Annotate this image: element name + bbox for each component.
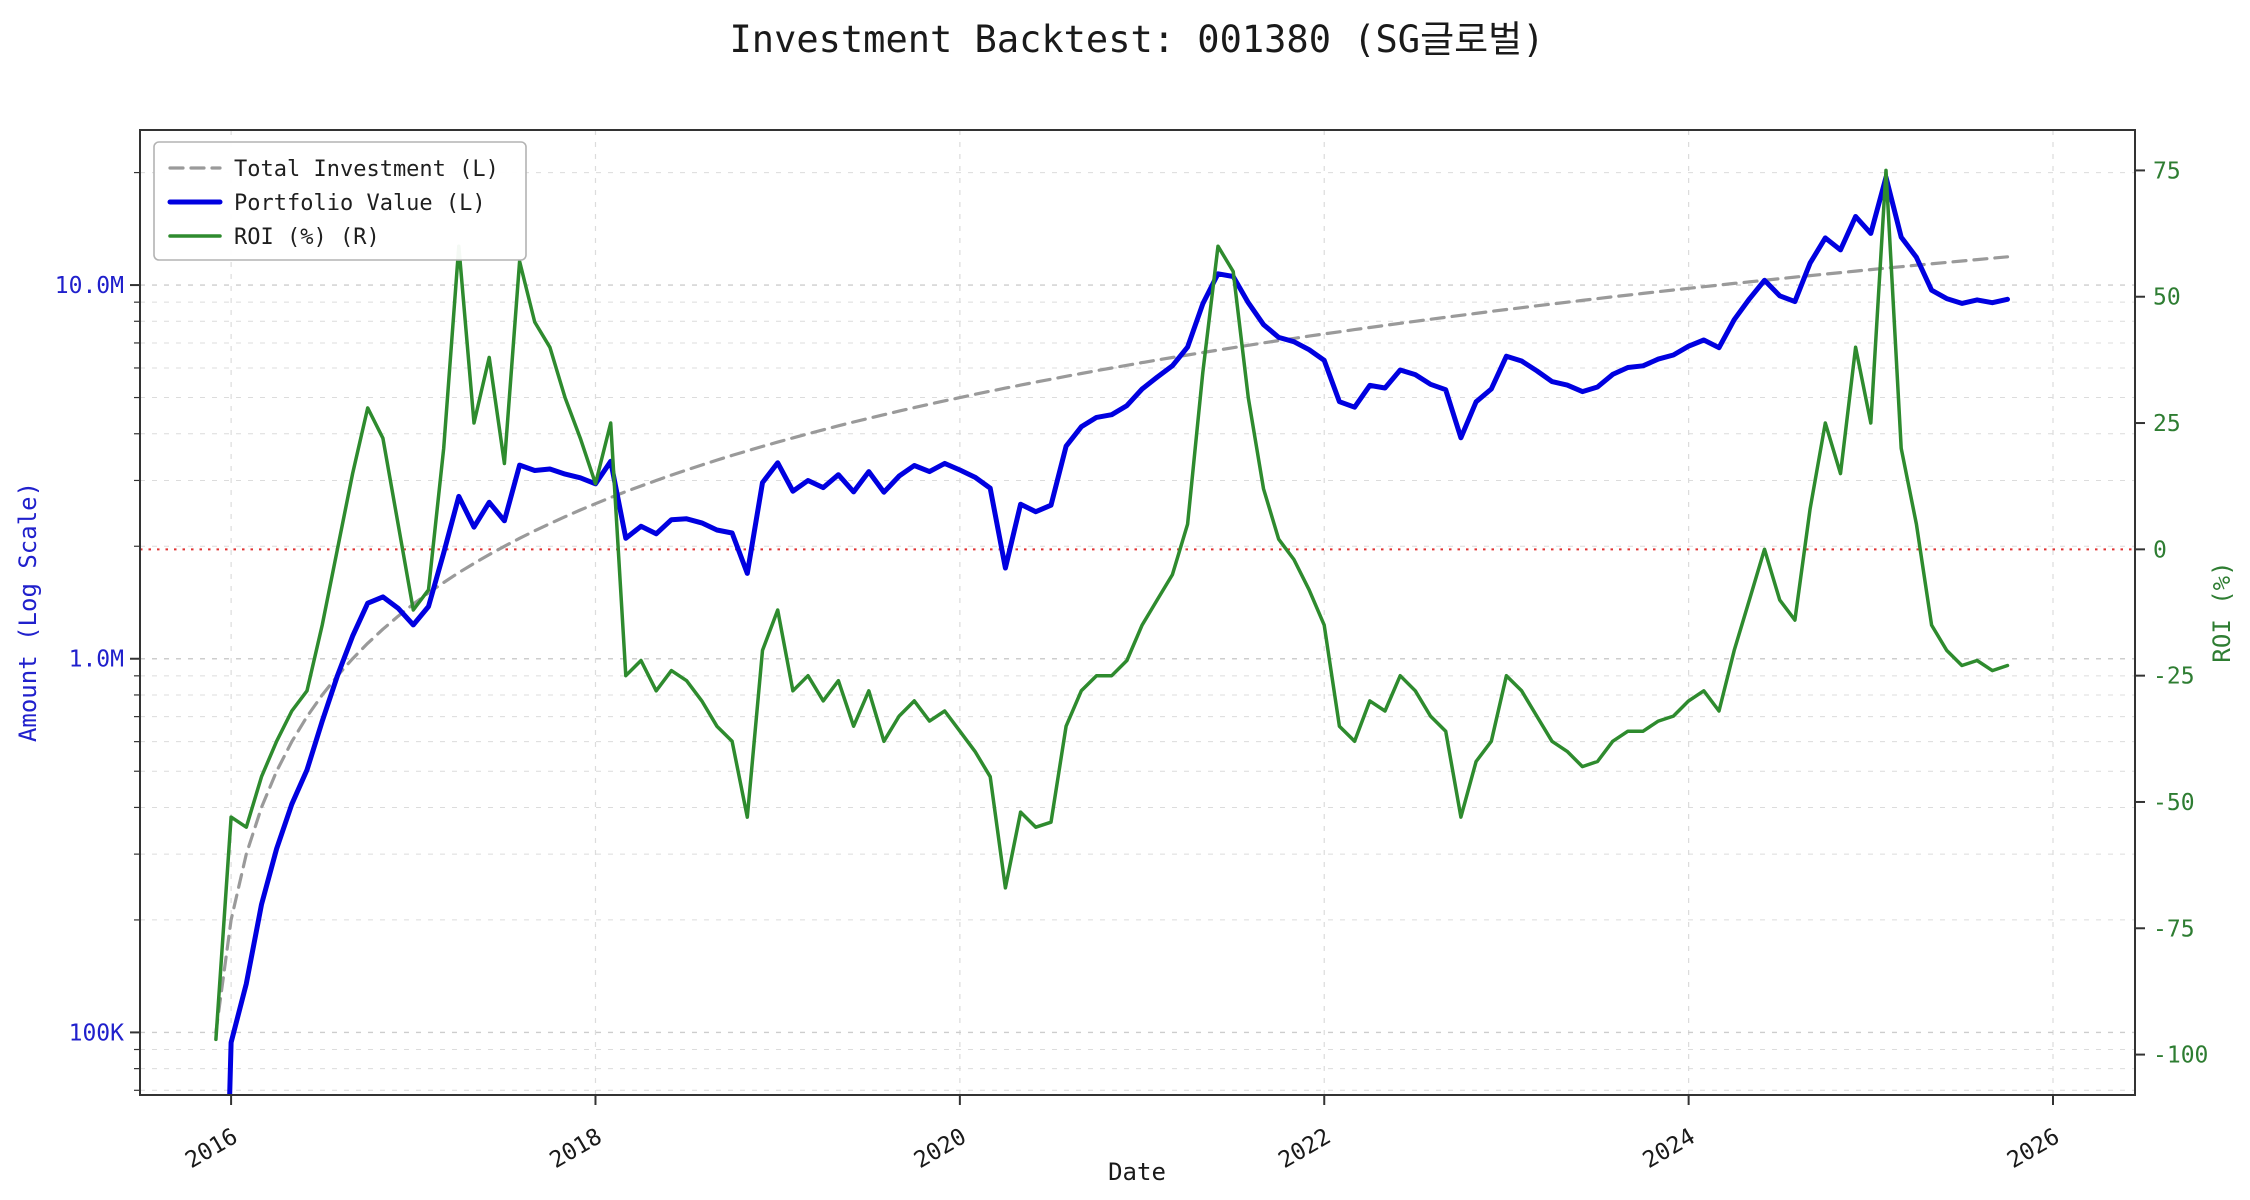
y-right-tick-label: 50 — [2153, 285, 2181, 311]
plot-area: 100K 1.0M 10.0M -100 -75 -50 -25 0 25 50 75 2016 201… — [55, 129, 2208, 1174]
y-right-tick-label: -100 — [2153, 1043, 2208, 1069]
series-portfolio-value-l — [227, 174, 2010, 1095]
series-total-investment-l — [214, 255, 2010, 1035]
legend: Total Investment (L) Portfolio Value (L) R… — [153, 141, 527, 261]
x-tick-label: 2022 — [1274, 1124, 1335, 1174]
x-axis-label: Date — [1108, 1158, 1166, 1186]
legend-label-roi-r: ROI (%) (R) — [234, 225, 380, 250]
x-tick-label: 2020 — [910, 1124, 971, 1174]
y-right-tick-label: -75 — [2153, 916, 2195, 942]
y-right-axis-label: ROI (%) — [2208, 561, 2236, 662]
y-right-tick-label: -25 — [2153, 664, 2195, 690]
x-tick-label: 2018 — [546, 1124, 607, 1174]
y-left-tick-label: 1.0M — [69, 647, 124, 673]
x-tick-label: 2024 — [1639, 1124, 1700, 1174]
y-left-axis-label: Amount (Log Scale) — [14, 482, 42, 742]
legend-box — [153, 141, 527, 261]
y-right-tick-label: 75 — [2153, 158, 2181, 184]
legend-label-total-investment-l: Total Investment (L) — [234, 157, 499, 182]
series-roi-r — [214, 168, 2010, 1042]
y-right-tick-label: 25 — [2153, 411, 2181, 437]
y-right-tick-label: 0 — [2153, 537, 2167, 563]
chart-title: Investment Backtest: 001380 (SG글로벌) — [730, 18, 1545, 61]
axis-frame — [139, 129, 2136, 1096]
legend-label-portfolio-value-l: Portfolio Value (L) — [234, 191, 486, 216]
y-right-tick-label: -50 — [2153, 790, 2195, 816]
y-left-tick-label: 10.0M — [55, 273, 124, 299]
y-left-tick-label: 100K — [69, 1020, 125, 1046]
x-tick-label: 2016 — [181, 1124, 242, 1174]
x-tick-label: 2026 — [2003, 1124, 2064, 1174]
